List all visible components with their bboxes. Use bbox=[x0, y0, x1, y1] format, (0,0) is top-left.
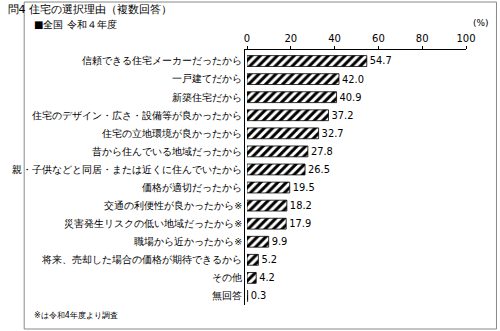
svg-text:60: 60 bbox=[372, 33, 385, 44]
svg-text:54.7: 54.7 bbox=[370, 55, 392, 66]
svg-text:26.5: 26.5 bbox=[308, 164, 330, 175]
svg-text:42.0: 42.0 bbox=[342, 74, 364, 85]
svg-text:住宅のデザイン・広さ・設備等が良かったから: 住宅のデザイン・広さ・設備等が良かったから bbox=[32, 110, 242, 121]
svg-text:問4 住宅の選択理由（複数回答）: 問4 住宅の選択理由（複数回答） bbox=[8, 3, 173, 16]
svg-text:4.2: 4.2 bbox=[259, 272, 275, 283]
svg-text:災害発生リスクの低い地域だったから※: 災害発生リスクの低い地域だったから※ bbox=[64, 218, 242, 229]
svg-text:20: 20 bbox=[284, 33, 297, 44]
svg-text:価格が適切だったから: 価格が適切だったから bbox=[142, 182, 242, 193]
svg-text:5.2: 5.2 bbox=[261, 254, 277, 265]
svg-text:100: 100 bbox=[456, 33, 475, 44]
svg-text:40: 40 bbox=[328, 33, 341, 44]
svg-text:18.2: 18.2 bbox=[290, 200, 312, 211]
svg-text:新築住宅だから: 新築住宅だから bbox=[172, 92, 242, 103]
svg-text:19.5: 19.5 bbox=[293, 182, 315, 193]
svg-text:17.9: 17.9 bbox=[289, 218, 311, 229]
svg-text:80: 80 bbox=[416, 33, 429, 44]
svg-text:0.3: 0.3 bbox=[251, 290, 267, 301]
svg-text:信頼できる住宅メーカーだったから: 信頼できる住宅メーカーだったから bbox=[82, 55, 242, 66]
svg-text:親・子供などと同居・または近くに住んでいたから: 親・子供などと同居・または近くに住んでいたから bbox=[12, 164, 242, 175]
svg-text:27.8: 27.8 bbox=[311, 146, 333, 157]
svg-text:一戸建てだから: 一戸建てだから bbox=[172, 73, 242, 84]
svg-text:0: 0 bbox=[244, 33, 250, 44]
svg-text:40.9: 40.9 bbox=[340, 92, 362, 103]
svg-text:37.2: 37.2 bbox=[331, 110, 353, 121]
svg-text:無回答: 無回答 bbox=[212, 290, 242, 301]
svg-text:交通の利便性が良かったから※: 交通の利便性が良かったから※ bbox=[104, 200, 242, 211]
svg-text:32.7: 32.7 bbox=[322, 128, 344, 139]
svg-text:職場から近かったから※: 職場から近かったから※ bbox=[134, 236, 242, 247]
svg-text:昔から住んでいる地域だったから: 昔から住んでいる地域だったから bbox=[92, 146, 242, 157]
svg-text:■全国 令和４年度: ■全国 令和４年度 bbox=[34, 19, 117, 30]
svg-text:9.9: 9.9 bbox=[272, 236, 288, 247]
svg-text:その他: その他 bbox=[212, 272, 242, 283]
svg-text:(%): (%) bbox=[473, 18, 489, 28]
svg-text:将来、売却した場合の価格が期待できるから: 将来、売却した場合の価格が期待できるから bbox=[41, 254, 242, 265]
svg-text:※は令和4年度より調査: ※は令和4年度より調査 bbox=[34, 311, 118, 320]
svg-text:住宅の立地環境が良かったから: 住宅の立地環境が良かったから bbox=[102, 128, 242, 139]
